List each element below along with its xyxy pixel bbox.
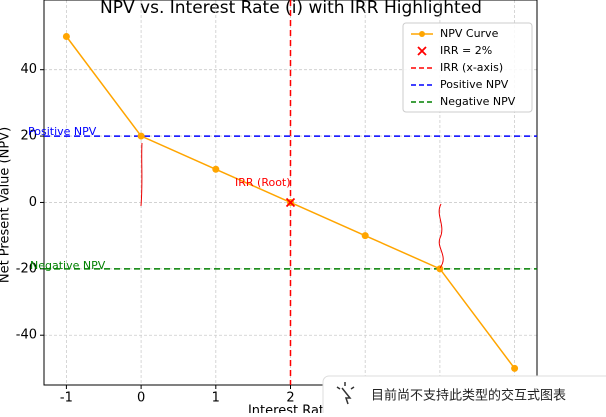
annotation: IRR (Root) (235, 176, 291, 189)
y-axis-label: Net Present Value (NPV) (0, 127, 13, 283)
legend-label: NPV Curve (440, 27, 499, 40)
data-point (511, 364, 519, 372)
y-tick-label: -20 (16, 261, 37, 276)
chart-title: NPV vs. Interest Rate (i) with IRR Highl… (100, 0, 482, 18)
data-point (436, 265, 444, 273)
legend-swatch (419, 31, 425, 37)
annotation: Negative NPV (30, 259, 106, 272)
data-point (361, 232, 369, 240)
popup-text: 目前尚不支持此类型的交互式图表 (371, 388, 566, 404)
legend-label: Negative NPV (440, 95, 516, 108)
y-tick-label: -40 (16, 328, 37, 343)
x-tick-label: 1 (212, 391, 220, 406)
unsupported-popup: 目前尚不支持此类型的交互式图表 (322, 375, 606, 417)
data-point (212, 165, 220, 173)
legend-label: Positive NPV (440, 78, 509, 91)
irr-marker (285, 197, 296, 208)
y-tick-label: 40 (20, 62, 37, 77)
annotation: Positive NPV (28, 125, 97, 138)
x-tick-label: 2 (286, 391, 294, 406)
data-point (137, 132, 145, 140)
popup-icon (336, 382, 355, 405)
scribble (140, 142, 143, 207)
y-tick-label: 20 (20, 129, 37, 144)
popup-box (322, 375, 606, 417)
legend-swatch (417, 46, 427, 56)
legend-label: IRR = 2% (440, 44, 492, 57)
data-point (62, 33, 70, 41)
y-tick-label: 0 (29, 195, 37, 210)
legend-box (402, 22, 533, 113)
scribble (438, 203, 444, 269)
legend-label: IRR (x-axis) (440, 61, 503, 74)
x-tick-label: 0 (137, 391, 145, 406)
x-tick-label: -1 (60, 391, 73, 406)
